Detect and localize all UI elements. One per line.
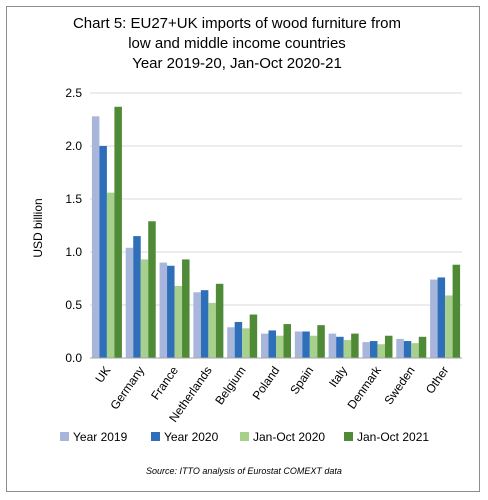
y-tick-label: 1.0	[65, 245, 82, 259]
bar	[99, 146, 107, 358]
y-tick-label: 2.5	[65, 86, 82, 100]
bar	[174, 285, 183, 358]
chart-title-line-3: Year 2019-20, Jan-Oct 2020-21	[132, 55, 342, 72]
x-tick-label: Denmark	[345, 363, 385, 412]
legend-label: Year 2019	[73, 430, 128, 444]
bar	[249, 314, 258, 358]
bar	[351, 333, 359, 358]
x-tick-label: Italy	[326, 364, 350, 390]
legend-label: Year 2020	[164, 430, 219, 444]
bar	[234, 321, 243, 358]
chart-title-line-2: low and middle income countries	[128, 35, 346, 52]
chart-title: Chart 5: EU27+UK imports of wood furnitu…	[0, 14, 474, 74]
bar	[411, 343, 419, 358]
x-tick-label: UK	[92, 364, 113, 386]
bar	[133, 236, 141, 358]
bar	[294, 331, 303, 358]
y-tick-label: 2.0	[65, 139, 82, 153]
legend: Year 2019 Year 2020 Jan-Oct 2020 Jan-Oct 20…	[60, 430, 429, 444]
bar	[452, 264, 461, 358]
bar	[362, 342, 370, 358]
bar	[336, 336, 344, 358]
bar	[396, 338, 404, 358]
x-tick-label: Poland	[250, 364, 283, 403]
bar	[167, 265, 175, 358]
bar	[261, 333, 269, 358]
legend-swatch	[60, 432, 69, 441]
bar	[106, 192, 115, 358]
source-note: Source: ITTO analysis of Eurostat COMEXT…	[146, 466, 342, 476]
bar	[242, 328, 250, 358]
bars	[91, 106, 461, 358]
bar	[193, 292, 201, 358]
bar	[200, 290, 209, 358]
legend-label: Jan-Oct 2021	[357, 430, 429, 444]
x-tick-label: Other	[423, 364, 452, 397]
x-tick-label: Belgium	[212, 364, 248, 408]
bar	[227, 327, 235, 358]
bar	[369, 341, 378, 358]
bar	[215, 283, 224, 358]
y-tick-label: 0.5	[65, 298, 82, 312]
bar	[328, 333, 337, 358]
bar	[302, 331, 310, 358]
y-tick-labels: 0.0 0.5 1.0 1.5 2.0 2.5	[65, 86, 82, 365]
bar	[403, 341, 412, 358]
y-tick-label: 0.0	[65, 351, 82, 365]
bar	[114, 106, 122, 358]
x-tick-label: France	[148, 363, 181, 402]
y-tick-label: 1.5	[65, 192, 82, 206]
bar	[283, 324, 291, 358]
bar	[208, 302, 216, 358]
bar	[309, 335, 318, 358]
x-tick-label: Spain	[287, 364, 316, 397]
legend-label: Jan-Oct 2020	[253, 430, 325, 444]
bar	[91, 116, 100, 358]
bar	[182, 259, 190, 358]
x-tick-label: Germany	[107, 364, 147, 412]
bar	[140, 259, 149, 358]
y-axis-label: USD billion	[31, 198, 45, 257]
chart-frame	[6, 6, 480, 492]
bar	[159, 262, 168, 358]
bar	[430, 279, 438, 358]
bar	[377, 344, 385, 358]
bar	[343, 339, 352, 358]
gridlines	[90, 92, 462, 306]
x-tick-label: Sweden	[381, 364, 417, 408]
chart-title-line-1: Chart 5: EU27+UK imports of wood furnitu…	[72, 15, 402, 32]
bar	[445, 295, 453, 358]
bar	[268, 330, 276, 358]
legend-swatch	[151, 432, 160, 441]
legend-swatch	[240, 432, 249, 441]
bar	[276, 335, 284, 358]
bar	[125, 247, 134, 358]
bar	[384, 335, 393, 358]
legend-swatch	[344, 432, 353, 441]
bar	[148, 221, 156, 358]
bar	[317, 325, 325, 358]
bar	[418, 336, 427, 358]
bar	[437, 277, 446, 358]
